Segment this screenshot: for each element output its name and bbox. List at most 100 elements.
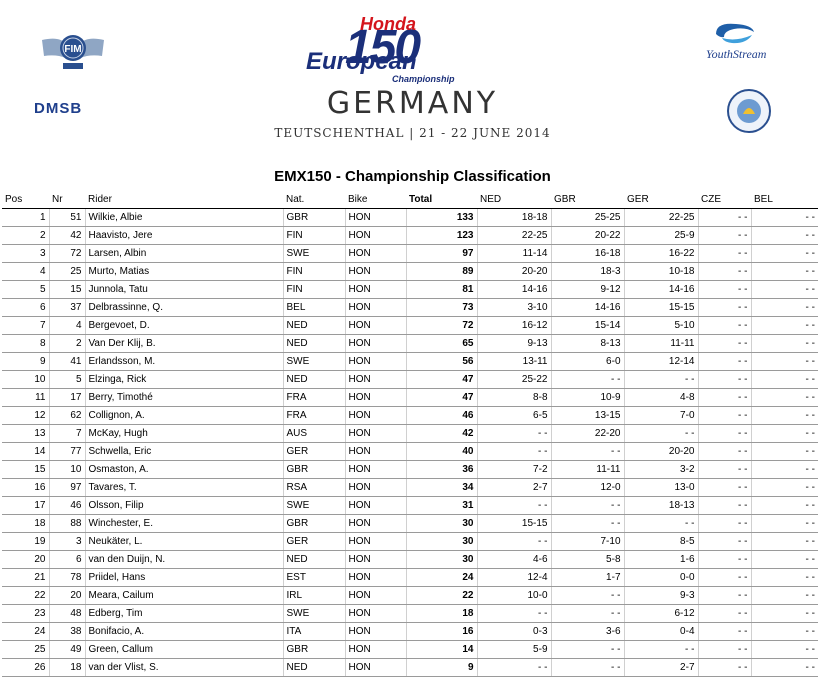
cell-cze: - - (697, 460, 751, 479)
cell-nr: 4 (48, 316, 85, 335)
cell-nr: 41 (48, 352, 85, 371)
cell-rider: Delbrassinne, Q. (84, 298, 283, 317)
cell-bel: - - (750, 208, 818, 227)
cell-ned: 4-6 (476, 550, 551, 569)
cell-cze: - - (697, 406, 751, 425)
cell-ger: 7-0 (623, 406, 698, 425)
cell-rider: Bonifacio, A. (84, 622, 283, 641)
cell-total: 42 (405, 424, 477, 443)
col-cze-header: CZE (698, 191, 751, 209)
cell-nat: FIN (282, 280, 345, 299)
cell-ger: 6-12 (623, 604, 698, 623)
cell-nr: 17 (48, 388, 85, 407)
cell-ned: 22-25 (476, 226, 551, 245)
seal-icon (727, 89, 771, 133)
cell-rider: Berry, Timothé (84, 388, 283, 407)
cell-gbr: 7-10 (550, 532, 624, 551)
cell-cze: - - (697, 352, 751, 371)
cell-rider: van der Vlist, S. (84, 658, 283, 677)
cell-bike: HON (344, 298, 406, 317)
table-row: 12 62 Collignon, A. FRA HON 46 6-5 13-15 7-0- --… (2, 406, 818, 425)
cell-pos: 10 (2, 370, 49, 389)
cell-ger: - - (623, 514, 698, 533)
cell-ger: 16-22 (623, 244, 698, 263)
cell-pos: 14 (2, 442, 49, 461)
cell-nat: NED (282, 316, 345, 335)
dmsb-logo: DMSB (34, 100, 83, 117)
cell-pos: 5 (2, 280, 49, 299)
event-country: GERMANY (326, 86, 499, 121)
cell-rider: Schwella, Eric (84, 442, 283, 461)
cell-pos: 19 (2, 532, 49, 551)
table-row: 13 7 McKay, Hugh AUS HON 42- -22-20- -- -- - (2, 424, 818, 443)
cell-bike: HON (344, 496, 406, 515)
cell-cze: - - (697, 496, 751, 515)
cell-ned: 7-2 (476, 460, 551, 479)
cell-bike: HON (344, 352, 406, 371)
cell-ger: - - (623, 640, 698, 659)
cell-cze: - - (697, 550, 751, 569)
cell-cze: - - (697, 622, 751, 641)
cell-rider: Osmaston, A. (84, 460, 283, 479)
cell-pos: 3 (2, 244, 49, 263)
cell-bike: HON (344, 262, 406, 281)
cell-gbr: - - (550, 658, 624, 677)
page-header: FIM DMSB 150 Honda European Championship… (0, 0, 825, 160)
cell-cze: - - (697, 424, 751, 443)
cell-bel: - - (750, 244, 818, 263)
cell-bike: HON (344, 568, 406, 587)
cell-bel: - - (750, 640, 818, 659)
cell-ned: 13-11 (476, 352, 551, 371)
cell-bel: - - (750, 586, 818, 605)
cell-bel: - - (750, 442, 818, 461)
cell-nat: GER (282, 532, 345, 551)
table-row: 18 88 Winchester, E. GBR HON 30 15-15- -- -- -… (2, 514, 818, 533)
cell-rider: Haavisto, Jere (84, 226, 283, 245)
cell-ned: 20-20 (476, 262, 551, 281)
cell-ned: - - (476, 658, 551, 677)
cell-pos: 16 (2, 478, 49, 497)
cell-cze: - - (697, 604, 751, 623)
cell-total: 34 (405, 478, 477, 497)
cell-cze: - - (697, 568, 751, 587)
cell-ger: 8-5 (623, 532, 698, 551)
cell-bel: - - (750, 352, 818, 371)
table-row: 19 3 Neukäter, L. GER HON 30- -7-10 8-5- -- - (2, 532, 818, 551)
cell-pos: 25 (2, 640, 49, 659)
brand-honda: Honda (360, 14, 416, 34)
cell-bike: HON (344, 226, 406, 245)
cell-rider: Collignon, A. (84, 406, 283, 425)
col-bike-header: Bike (345, 191, 406, 209)
cell-ger: 5-10 (623, 316, 698, 335)
cell-bike: HON (344, 604, 406, 623)
cell-bike: HON (344, 514, 406, 533)
cell-pos: 4 (2, 262, 49, 281)
cell-pos: 24 (2, 622, 49, 641)
fim-logo-text: FIM (64, 44, 81, 55)
cell-gbr: 8-13 (550, 334, 624, 353)
cell-ned: 8-8 (476, 388, 551, 407)
cell-gbr: 9-12 (550, 280, 624, 299)
championship-logo: 150 Honda European Championship (300, 12, 520, 84)
cell-ned: 16-12 (476, 316, 551, 335)
table-row: 24 38 Bonifacio, A. ITA HON 16 0-3 3-6 0-4- -- - (2, 622, 818, 641)
cell-gbr: 14-16 (550, 298, 624, 317)
cell-bike: HON (344, 442, 406, 461)
cell-pos: 9 (2, 352, 49, 371)
cell-pos: 15 (2, 460, 49, 479)
table-row: 16 97 Tavares, T. RSA HON 34 2-7 12-0 13-0- -- - (2, 478, 818, 497)
cell-bike: HON (344, 424, 406, 443)
cell-pos: 21 (2, 568, 49, 587)
cell-rider: Wilkie, Albie (84, 208, 283, 227)
cell-total: 30 (405, 532, 477, 551)
cell-nat: NED (282, 658, 345, 677)
cell-cze: - - (697, 226, 751, 245)
cell-gbr: 25-25 (550, 208, 624, 227)
cell-ger: 15-15 (623, 298, 698, 317)
col-ned-header: NED (477, 191, 551, 209)
cell-bel: - - (750, 316, 818, 335)
cell-rider: Larsen, Albin (84, 244, 283, 263)
cell-bel: - - (750, 622, 818, 641)
cell-cze: - - (697, 514, 751, 533)
cell-ned: 15-15 (476, 514, 551, 533)
